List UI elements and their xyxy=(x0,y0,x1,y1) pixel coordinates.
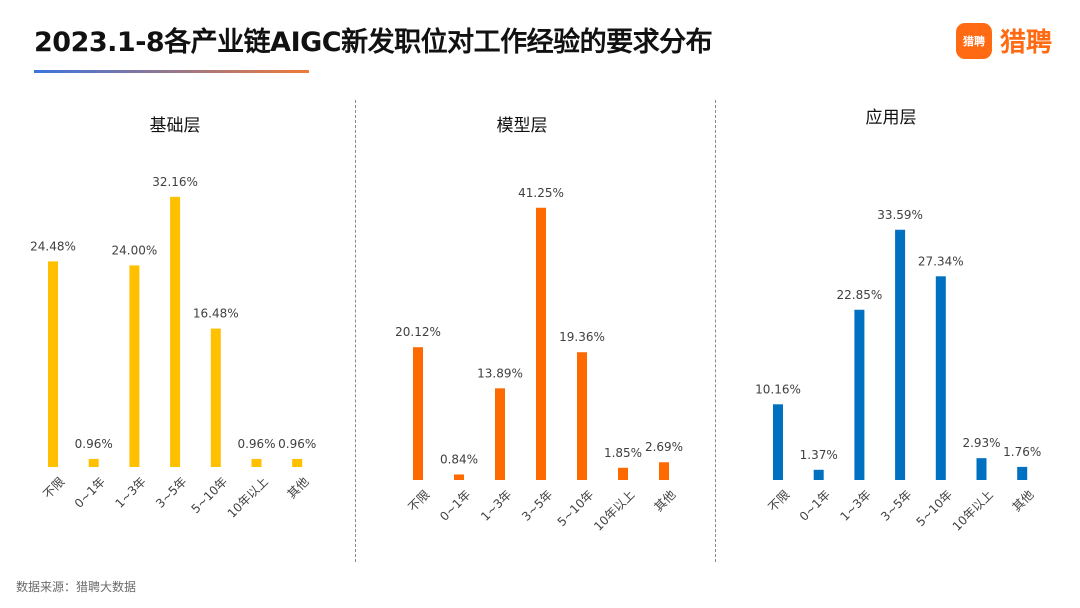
data-label: 2.69% xyxy=(645,440,683,454)
data-label: 27.34% xyxy=(918,254,964,268)
category-label: 其他 xyxy=(285,474,312,501)
category-label: 不限 xyxy=(40,474,67,501)
category-label: 10年以上 xyxy=(225,474,271,520)
category-label: 1~3年 xyxy=(112,474,148,510)
category-label: 3~5年 xyxy=(878,487,914,523)
data-label: 24.48% xyxy=(30,239,76,253)
bar xyxy=(773,404,783,480)
bar xyxy=(577,352,587,480)
bar xyxy=(210,328,221,467)
category-label: 5~10年 xyxy=(555,487,597,529)
bar xyxy=(454,474,464,480)
panel-title: 应用层 xyxy=(866,108,917,128)
category-label: 3~5年 xyxy=(519,487,555,523)
category-label: 3~5年 xyxy=(153,474,189,510)
data-label: 41.25% xyxy=(518,186,564,200)
logo-text: 猎聘 xyxy=(999,28,1052,58)
bar xyxy=(251,458,262,467)
page-title: 2023.1-8各产业链AIGC新发职位对工作经验的要求分布 xyxy=(34,27,713,58)
bar xyxy=(854,309,865,480)
data-label: 0.84% xyxy=(440,452,478,466)
category-label: 其他 xyxy=(1010,487,1037,514)
panel-divider-2 xyxy=(715,100,716,562)
category-label: 5~10年 xyxy=(913,487,955,529)
category-label: 0~1年 xyxy=(797,487,833,523)
category-label: 其他 xyxy=(651,487,678,514)
bar xyxy=(129,265,140,467)
data-label: 19.36% xyxy=(559,330,605,344)
bar xyxy=(659,462,669,480)
data-label: 0.96% xyxy=(75,437,113,451)
bar xyxy=(895,229,906,480)
data-label: 0.96% xyxy=(278,437,316,451)
data-label: 2.93% xyxy=(962,436,1000,450)
panel-divider-1 xyxy=(355,100,356,562)
bar xyxy=(495,388,505,480)
logo-badge-icon: 猎聘 xyxy=(955,22,992,59)
category-label: 不限 xyxy=(405,487,432,514)
bar xyxy=(413,347,423,480)
liepin-logo: 猎聘 猎聘 xyxy=(955,22,1052,59)
bar xyxy=(976,458,987,480)
category-label: 5~10年 xyxy=(188,474,230,516)
bar xyxy=(618,467,628,480)
data-label: 16.48% xyxy=(193,307,239,321)
data-label: 1.85% xyxy=(604,446,642,460)
data-label: 32.16% xyxy=(152,175,198,189)
category-label: 10年以上 xyxy=(591,487,637,533)
data-source-note: 数据来源：猎聘大数据 xyxy=(16,580,137,594)
category-label: 1~3年 xyxy=(837,487,873,523)
data-label: 33.59% xyxy=(877,208,923,222)
bar xyxy=(292,458,303,467)
bar xyxy=(88,458,99,467)
data-label: 13.89% xyxy=(477,366,523,380)
data-label: 1.76% xyxy=(1003,445,1041,459)
bar xyxy=(1017,466,1028,480)
panel-title: 基础层 xyxy=(150,116,201,136)
panel-title: 模型层 xyxy=(497,116,548,136)
data-label: 1.37% xyxy=(800,448,838,462)
bar xyxy=(813,469,824,480)
data-label: 24.00% xyxy=(112,243,158,257)
category-label: 不限 xyxy=(765,487,792,514)
data-label: 0.96% xyxy=(237,437,275,451)
data-label: 10.16% xyxy=(755,382,801,396)
category-label: 10年以上 xyxy=(950,487,996,533)
data-label: 22.85% xyxy=(837,288,883,302)
bar xyxy=(536,207,546,480)
category-label: 0~1年 xyxy=(72,474,108,510)
data-label: 20.12% xyxy=(395,325,441,339)
category-label: 1~3年 xyxy=(478,487,514,523)
title-underline xyxy=(34,70,309,73)
category-label: 0~1年 xyxy=(437,487,473,523)
bar xyxy=(170,196,181,467)
bar xyxy=(48,261,58,467)
bar xyxy=(935,276,946,480)
